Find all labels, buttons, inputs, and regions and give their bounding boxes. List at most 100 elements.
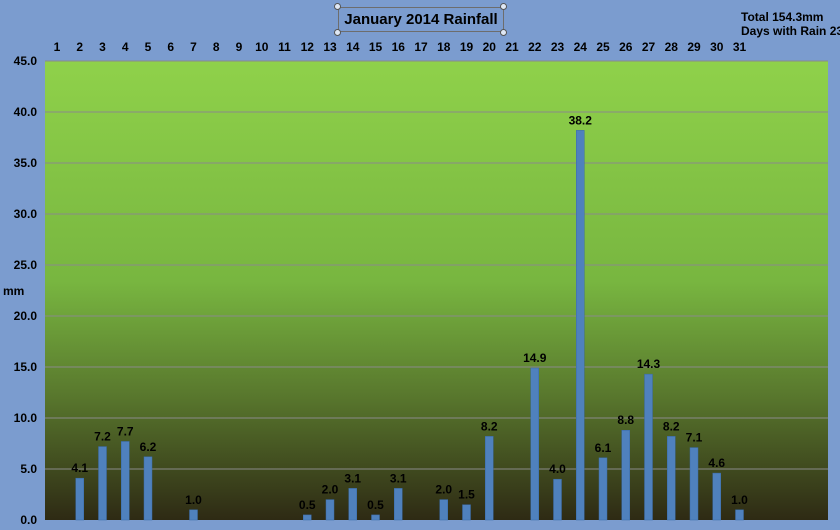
chart-title-text: January 2014 Rainfall (344, 11, 498, 28)
x-tick-label: 29 (687, 40, 701, 54)
bar-day-23[interactable] (553, 478, 562, 521)
y-tick-label: 45.0 (14, 54, 38, 68)
data-label-day-19: 1.5 (458, 488, 475, 502)
data-label-day-12: 0.5 (299, 498, 316, 512)
x-tick-label: 15 (369, 40, 383, 54)
bar-day-7[interactable] (189, 509, 198, 521)
x-tick-label: 8 (213, 40, 220, 54)
data-label-day-16: 3.1 (390, 471, 407, 485)
x-tick-label: 25 (596, 40, 610, 54)
bar-day-22[interactable] (530, 367, 539, 521)
bar-day-4[interactable] (121, 441, 130, 521)
bar-day-20[interactable] (485, 436, 494, 521)
chart-title[interactable]: January 2014 Rainfall (338, 7, 504, 32)
bar-day-13[interactable] (325, 499, 335, 521)
plot-background (45, 61, 828, 520)
y-axis-label: mm (3, 284, 24, 298)
x-tick-label: 7 (190, 40, 197, 54)
data-label-day-20: 8.2 (481, 419, 498, 433)
data-label-day-14: 3.1 (344, 471, 361, 485)
rain-summary: Total 154.3mm Days with Rain 23 (741, 10, 840, 38)
data-label-day-25: 6.1 (595, 441, 612, 455)
x-tick-label: 24 (574, 40, 588, 54)
data-label-day-3: 7.2 (94, 430, 111, 444)
bar-day-26[interactable] (621, 429, 630, 521)
title-resize-handle-br[interactable] (500, 29, 507, 36)
y-tick-labels: 0.0 5.0 10.0 15.0 20.0 25.0 30.0 35.0 40.0 45.0 (14, 54, 38, 527)
data-label-day-23: 4.0 (549, 462, 566, 476)
x-tick-label: 6 (167, 40, 174, 54)
y-tick-label: 10.0 (14, 411, 38, 425)
x-tick-label: 14 (346, 40, 360, 54)
y-tick-label: 25.0 (14, 258, 38, 272)
x-tick-label: 3 (99, 40, 106, 54)
data-label-day-28: 8.2 (663, 419, 680, 433)
x-tick-label: 18 (437, 40, 451, 54)
bar-day-16[interactable] (394, 488, 403, 521)
y-tick-label: 20.0 (14, 309, 38, 323)
data-label-day-2: 4.1 (71, 461, 88, 475)
x-tick-label: 4 (122, 40, 129, 54)
data-labels: 4.1 7.2 7.7 6.2 1.0 0.5 2.0 3.1 0.5 3.1 2.0 1.5 8.2 1… (71, 113, 748, 512)
bar-day-5[interactable] (143, 456, 153, 521)
gridlines (45, 60, 828, 470)
data-label-day-27: 14.3 (637, 357, 661, 371)
bar-day-15[interactable] (371, 514, 380, 521)
x-tick-label: 28 (665, 40, 679, 54)
x-tick-label: 10 (255, 40, 269, 54)
data-label-day-15: 0.5 (367, 498, 384, 512)
bar-day-2[interactable] (75, 477, 84, 521)
x-tick-label: 27 (642, 40, 656, 54)
days-with-rain: Days with Rain 23 (741, 24, 840, 38)
x-tick-label: 9 (236, 40, 243, 54)
title-resize-handle-tl[interactable] (334, 3, 341, 10)
data-label-day-24: 38.2 (569, 113, 593, 127)
y-tick-label: 30.0 (14, 207, 38, 221)
x-tick-label: 12 (301, 40, 315, 54)
bar-day-19[interactable] (462, 504, 471, 521)
x-tick-label: 21 (505, 40, 519, 54)
x-tick-label: 30 (710, 40, 724, 54)
x-tick-label: 17 (414, 40, 428, 54)
x-tick-label: 20 (483, 40, 497, 54)
data-label-day-4: 7.7 (117, 424, 134, 438)
data-label-day-5: 6.2 (140, 440, 157, 454)
title-resize-handle-tr[interactable] (500, 3, 507, 10)
bar-day-29[interactable] (689, 447, 699, 521)
data-label-day-22: 14.9 (523, 351, 547, 365)
bar-day-14[interactable] (348, 488, 357, 521)
x-tick-label: 19 (460, 40, 474, 54)
bar-day-27[interactable] (644, 373, 653, 521)
x-tick-labels: 1 2 3 4 5 6 7 8 9 10 11 12 13 14 15 16 17 18 19 20 21 22 23 24 2… (54, 40, 747, 54)
x-tick-label: 5 (145, 40, 152, 54)
bar-day-30[interactable] (712, 472, 721, 521)
x-tick-label: 11 (278, 40, 291, 54)
data-label-day-30: 4.6 (708, 456, 725, 470)
bar-day-31[interactable] (735, 509, 744, 521)
data-label-day-31: 1.0 (731, 493, 748, 507)
x-tick-label: 22 (528, 40, 542, 54)
x-tick-label: 16 (392, 40, 406, 54)
data-label-day-13: 2.0 (322, 483, 339, 497)
x-tick-label: 2 (76, 40, 83, 54)
data-label-day-18: 2.0 (435, 483, 452, 497)
bar-day-3[interactable] (98, 446, 107, 521)
bar-day-28[interactable] (667, 436, 676, 521)
bar-day-12[interactable] (303, 514, 312, 521)
bar-day-24[interactable] (576, 130, 585, 521)
data-label-day-29: 7.1 (686, 431, 703, 445)
x-tick-label: 13 (323, 40, 337, 54)
data-label-day-7: 1.0 (185, 493, 202, 507)
x-tick-label: 31 (733, 40, 747, 54)
data-label-day-26: 8.8 (617, 413, 634, 427)
total-rainfall: Total 154.3mm (741, 10, 824, 24)
y-tick-label: 5.0 (20, 462, 37, 476)
x-tick-label: 23 (551, 40, 565, 54)
bar-day-25[interactable] (598, 457, 608, 521)
x-tick-label: 26 (619, 40, 633, 54)
bar-day-18[interactable] (439, 499, 448, 521)
title-resize-handle-bl[interactable] (334, 29, 341, 36)
x-tick-label: 1 (54, 40, 61, 54)
